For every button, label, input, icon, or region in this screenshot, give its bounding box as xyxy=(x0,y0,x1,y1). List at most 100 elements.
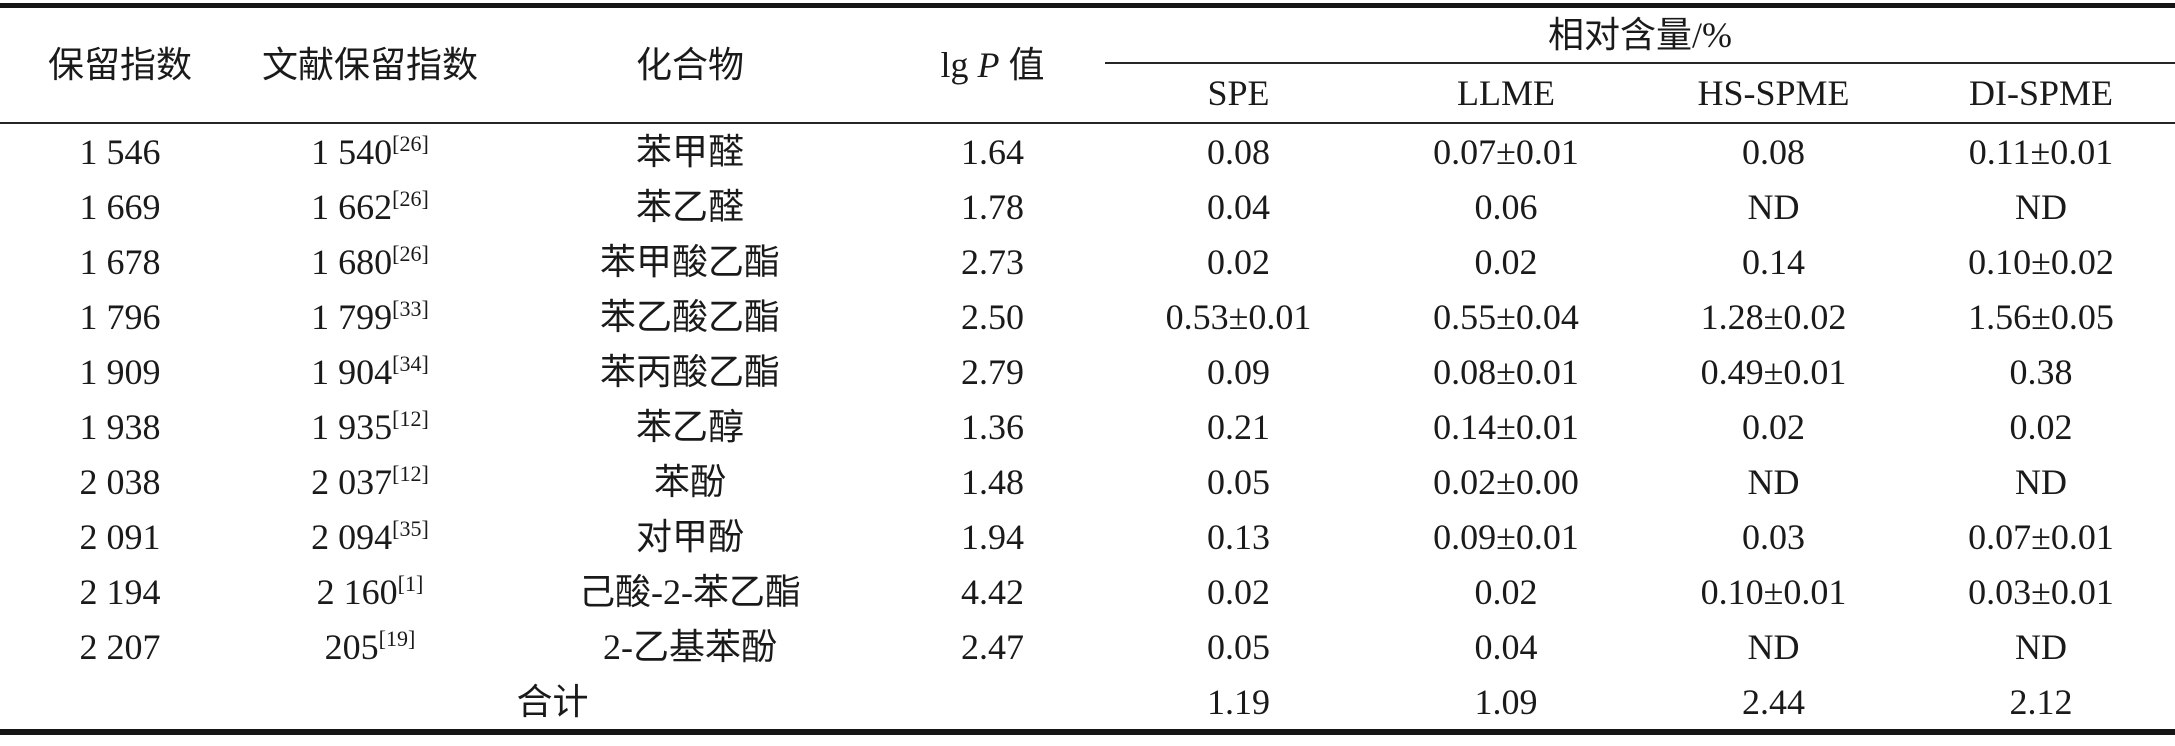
cell-retention-index: 1 796 xyxy=(79,296,161,337)
table-row: 1 909 1 904[34] 苯丙酸乙酯 2.79 0.09 0.08±0.01 0.49… xyxy=(0,344,2175,399)
col-group-relative-content: 相对含量/% xyxy=(1105,5,2175,64)
cell-total-value: 1.09 xyxy=(1474,681,1538,722)
table-header: 保留指数 文献保留指数 化合物 lg P 值 相对含量/% SPE LLME H… xyxy=(0,5,2175,124)
cell-value: 0.13 xyxy=(1207,516,1270,557)
cell-value: ND xyxy=(1747,626,1800,667)
lit-ri-value: 2 160 xyxy=(316,571,398,612)
table-row: 2 038 2 037[12] 苯酚 1.48 0.05 0.02±0.00 ND ND xyxy=(0,454,2175,509)
cell-compound: 苯甲醛 xyxy=(635,131,744,172)
reference-superscript: [26] xyxy=(392,185,429,211)
cell-value: 0.07±0.01 xyxy=(1968,516,2114,557)
cell-lgp: 1.64 xyxy=(961,131,1024,172)
cell-value: 0.38 xyxy=(2009,351,2073,392)
cell-value: 0.08 xyxy=(1742,131,1805,172)
cell-value: 0.09±0.01 xyxy=(1433,516,1579,557)
reference-superscript: [34] xyxy=(392,350,429,376)
cell-lgp: 2.47 xyxy=(961,626,1024,667)
cell-value: 0.53±0.01 xyxy=(1165,296,1312,337)
col-header-compound: 化合物 xyxy=(500,5,880,124)
col-header-lgp: lg P 值 xyxy=(880,5,1105,124)
cell-compound: 苯酚 xyxy=(653,461,726,502)
lit-ri-value: 1 935 xyxy=(311,406,393,447)
cell-literature-retention-index: 2 094[35] xyxy=(240,509,500,564)
cell-value: 0.09 xyxy=(1207,351,1270,392)
lit-ri-value: 2 037 xyxy=(311,461,393,502)
table-row: 1 796 1 799[33] 苯乙酸乙酯 2.50 0.53±0.01 0.55±0.0… xyxy=(0,289,2175,344)
lit-ri-value: 1 904 xyxy=(311,351,393,392)
cell-value: ND xyxy=(1747,186,1800,227)
reference-superscript: [26] xyxy=(392,240,429,266)
cell-value: 0.21 xyxy=(1207,406,1270,447)
cell-value: 0.02 xyxy=(1207,571,1270,612)
lgp-italic-p: P xyxy=(977,45,1000,85)
cell-compound: 苯乙醛 xyxy=(635,186,744,227)
reference-superscript: [35] xyxy=(392,515,429,541)
cell-value: 0.08±0.01 xyxy=(1433,351,1579,392)
cell-literature-retention-index: 1 540[26] xyxy=(240,123,500,179)
cell-compound: 苯丙酸乙酯 xyxy=(599,351,780,392)
col-header-di-spme: DI-SPME xyxy=(1907,63,2175,124)
cell-value: 0.07±0.01 xyxy=(1433,131,1579,172)
compound-table: 保留指数 文献保留指数 化合物 lg P 值 相对含量/% SPE LLME H… xyxy=(0,3,2175,735)
cell-lgp: 1.48 xyxy=(961,461,1024,502)
lit-ri-value: 1 680 xyxy=(311,241,393,282)
reference-superscript: [33] xyxy=(392,295,429,321)
cell-retention-index: 1 938 xyxy=(79,406,161,447)
cell-value: 0.04 xyxy=(1207,186,1270,227)
cell-literature-retention-index: 1 799[33] xyxy=(240,289,500,344)
cell-value: ND xyxy=(2015,461,2067,502)
cell-value: 0.02 xyxy=(1742,406,1805,447)
col-header-llme: LLME xyxy=(1372,63,1640,124)
lit-ri-value: 1 799 xyxy=(311,296,393,337)
cell-retention-index: 2 038 xyxy=(79,461,161,502)
cell-total-value: 2.44 xyxy=(1742,681,1805,722)
cell-compound: 苯甲酸乙酯 xyxy=(599,241,780,282)
cell-literature-retention-index: 1 904[34] xyxy=(240,344,500,399)
cell-compound: 对甲酚 xyxy=(635,516,744,557)
cell-value: 0.02±0.00 xyxy=(1433,461,1579,502)
table-row: 1 678 1 680[26] 苯甲酸乙酯 2.73 0.02 0.02 0.14 0.10±… xyxy=(0,234,2175,289)
cell-retention-index: 1 669 xyxy=(79,186,161,227)
cell-literature-retention-index: 1 662[26] xyxy=(240,179,500,234)
cell-value: 0.14 xyxy=(1742,241,1805,282)
cell-lgp: 1.78 xyxy=(961,186,1024,227)
col-header-retention-index: 保留指数 xyxy=(0,5,240,124)
cell-literature-retention-index: 1 935[12] xyxy=(240,399,500,454)
table-row: 2 194 2 160[1] 己酸-2-苯乙酯 4.42 0.02 0.02 0.10±0.… xyxy=(0,564,2175,619)
cell-value: 0.04 xyxy=(1474,626,1538,667)
cell-value: 0.02 xyxy=(1474,571,1538,612)
cell-retention-index: 1 546 xyxy=(79,131,161,172)
table-body: 1 546 1 540[26] 苯甲醛 1.64 0.08 0.07±0.01 0.08 0.… xyxy=(0,123,2175,732)
cell-lgp: 2.50 xyxy=(961,296,1024,337)
cell-retention-index: 2 091 xyxy=(79,516,161,557)
lit-ri-value: 2 094 xyxy=(311,516,393,557)
col-header-literature-retention-index: 文献保留指数 xyxy=(240,5,500,124)
cell-value: 1.28±0.02 xyxy=(1700,296,1847,337)
table-total-row: 合计 1.19 1.09 2.44 2.12 xyxy=(0,674,2175,732)
cell-value: 0.49±0.01 xyxy=(1700,351,1847,392)
cell-literature-retention-index: 1 680[26] xyxy=(240,234,500,289)
lit-ri-value: 205 xyxy=(324,626,379,667)
cell-lgp: 2.79 xyxy=(961,351,1024,392)
cell-value: 0.11±0.01 xyxy=(1968,131,2114,172)
col-header-spe: SPE xyxy=(1105,63,1372,124)
col-header-hs-spme: HS-SPME xyxy=(1640,63,1907,124)
cell-literature-retention-index: 2 037[12] xyxy=(240,454,500,509)
reference-superscript: [26] xyxy=(392,130,429,156)
table-row: 1 546 1 540[26] 苯甲醛 1.64 0.08 0.07±0.01 0.08 0.… xyxy=(0,123,2175,179)
table-row: 1 669 1 662[26] 苯乙醛 1.78 0.04 0.06 ND ND xyxy=(0,179,2175,234)
cell-lgp: 2.73 xyxy=(961,241,1024,282)
table-row: 2 091 2 094[35] 对甲酚 1.94 0.13 0.09±0.01 0.03 0.… xyxy=(0,509,2175,564)
table-row: 1 938 1 935[12] 苯乙醇 1.36 0.21 0.14±0.01 0.02 0.… xyxy=(0,399,2175,454)
cell-value: 0.02 xyxy=(2009,406,2073,447)
cell-value: 0.08 xyxy=(1207,131,1270,172)
cell-value: 0.02 xyxy=(1207,241,1270,282)
cell-total-value: 1.19 xyxy=(1207,681,1270,722)
cell-value: 0.14±0.01 xyxy=(1433,406,1579,447)
cell-compound: 2-乙基苯酚 xyxy=(603,626,777,667)
reference-superscript: [12] xyxy=(392,460,429,486)
table-row: 2 207 205[19] 2-乙基苯酚 2.47 0.05 0.04 ND ND xyxy=(0,619,2175,674)
cell-value: 0.03 xyxy=(1742,516,1805,557)
cell-value: ND xyxy=(2015,626,2067,667)
cell-value: 0.10±0.02 xyxy=(1968,241,2114,282)
